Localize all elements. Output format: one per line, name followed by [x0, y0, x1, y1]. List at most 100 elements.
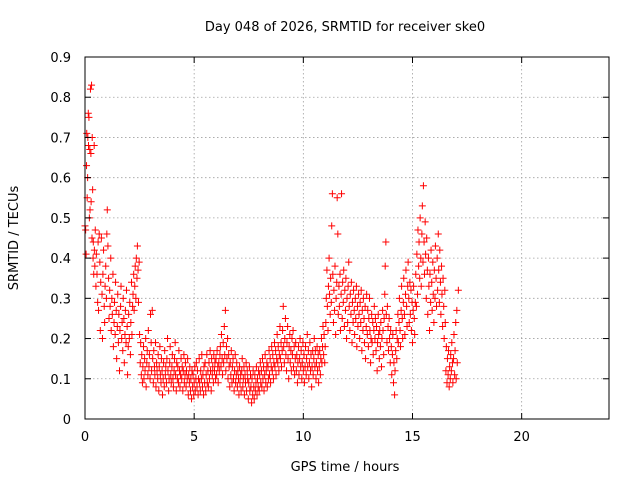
data-point — [348, 339, 356, 347]
data-point — [407, 327, 415, 335]
data-point — [432, 274, 440, 282]
y-tick-label: 0 — [63, 413, 71, 428]
data-point — [384, 322, 392, 330]
data-point — [243, 367, 251, 375]
data-point — [446, 375, 454, 383]
data-point — [394, 339, 402, 347]
data-point — [195, 355, 203, 363]
data-point — [436, 278, 444, 286]
data-point — [219, 371, 227, 379]
data-point — [171, 355, 179, 363]
data-point — [378, 335, 386, 343]
data-point — [357, 286, 365, 294]
data-point — [375, 355, 383, 363]
data-point — [230, 387, 238, 395]
data-point — [447, 367, 455, 375]
data-point — [213, 347, 221, 355]
data-point — [248, 399, 256, 407]
data-point — [197, 375, 205, 383]
data-point — [107, 254, 115, 262]
data-point — [104, 242, 112, 250]
data-point — [406, 278, 414, 286]
data-point — [418, 230, 426, 238]
data-point — [445, 383, 453, 391]
data-point — [265, 371, 273, 379]
data-point — [115, 310, 123, 318]
data-point — [130, 306, 138, 314]
data-point — [166, 343, 174, 351]
data-point — [412, 270, 420, 278]
data-point — [229, 355, 237, 363]
data-point — [92, 250, 100, 258]
data-point — [137, 371, 145, 379]
data-point — [265, 347, 273, 355]
data-point — [424, 254, 432, 262]
data-point — [334, 230, 342, 238]
data-point — [86, 146, 94, 154]
data-point — [152, 339, 160, 347]
data-point — [354, 322, 362, 330]
data-point — [144, 327, 152, 335]
data-point — [281, 314, 289, 322]
data-point — [340, 322, 348, 330]
data-point — [440, 335, 448, 343]
data-point — [365, 294, 373, 302]
data-point — [382, 310, 390, 318]
data-point — [307, 367, 315, 375]
data-point — [175, 347, 183, 355]
data-point — [227, 347, 235, 355]
data-point — [418, 202, 426, 210]
data-point — [355, 310, 363, 318]
data-point — [409, 339, 416, 347]
x-tick-label: 20 — [513, 430, 530, 445]
data-point — [434, 286, 442, 294]
data-point — [142, 335, 150, 343]
data-point — [107, 327, 115, 335]
data-point — [394, 310, 402, 318]
data-point — [362, 322, 370, 330]
data-point — [399, 335, 407, 343]
data-point — [339, 298, 347, 306]
data-point — [99, 270, 107, 278]
data-point — [146, 375, 154, 383]
data-point — [391, 391, 399, 399]
data-point — [262, 367, 270, 375]
data-point — [96, 327, 104, 335]
data-point — [404, 282, 412, 290]
data-point — [139, 363, 147, 371]
data-point — [365, 314, 373, 322]
data-point — [200, 391, 208, 399]
data-point — [119, 294, 127, 302]
data-point — [296, 355, 304, 363]
data-point — [271, 363, 279, 371]
data-point — [360, 339, 368, 347]
data-point — [316, 371, 324, 379]
data-point — [178, 363, 186, 371]
data-point — [302, 343, 310, 351]
data-point — [326, 290, 334, 298]
data-point — [446, 363, 454, 371]
data-point — [308, 383, 316, 391]
data-point — [357, 318, 365, 326]
data-points — [81, 81, 462, 407]
data-point — [351, 294, 359, 302]
data-point — [197, 367, 205, 375]
axis-ticks — [84, 56, 609, 420]
data-point — [252, 363, 260, 371]
data-point — [372, 347, 380, 355]
data-point — [158, 367, 166, 375]
data-point — [130, 270, 138, 278]
data-point — [435, 298, 443, 306]
data-point — [429, 290, 437, 298]
x-tick-label: 10 — [295, 430, 312, 445]
y-tick-label: 0.3 — [50, 292, 71, 307]
data-point — [317, 335, 325, 343]
data-point — [439, 274, 447, 282]
data-point — [121, 331, 129, 339]
data-point — [184, 355, 192, 363]
data-point — [202, 371, 210, 379]
data-point — [384, 347, 392, 355]
data-point — [430, 318, 438, 326]
data-point — [176, 383, 184, 391]
data-point — [188, 395, 196, 403]
